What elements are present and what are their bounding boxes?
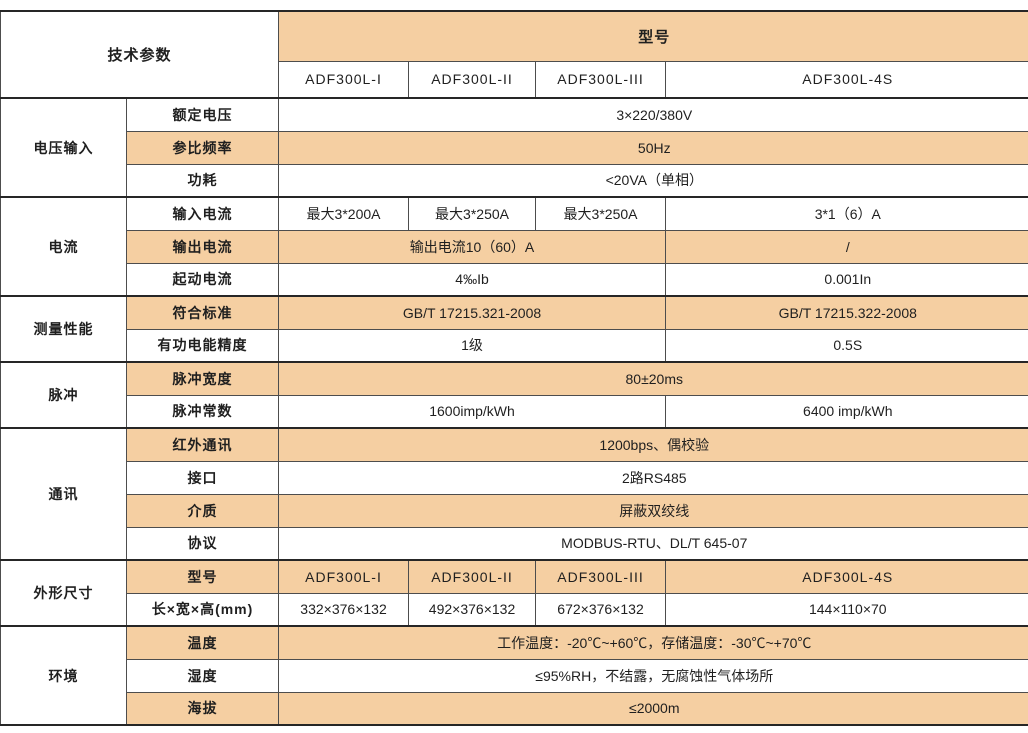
value-cell: ADF300L-III — [535, 559, 667, 594]
group-label: 电压输入 — [0, 97, 127, 198]
value-cell: MODBUS-RTU、DL/T 645-07 — [278, 526, 1028, 561]
value-cell: GB/T 17215.322-2008 — [665, 295, 1028, 330]
param-label: 符合标准 — [125, 295, 280, 330]
value-cell: 6400 imp/kWh — [665, 394, 1028, 429]
param-label: 输入电流 — [125, 196, 280, 231]
param-label: 起动电流 — [125, 262, 280, 297]
param-label: 湿度 — [125, 658, 280, 693]
param-label: 额定电压 — [125, 97, 280, 132]
value-cell: 0.001In — [665, 262, 1028, 297]
group-label: 脉冲 — [0, 361, 127, 429]
value-cell: 2路RS485 — [278, 460, 1028, 495]
group-label: 环境 — [0, 625, 127, 726]
param-label: 脉冲常数 — [125, 394, 280, 429]
value-cell: 3×220/380V — [278, 97, 1028, 132]
value-cell: 492×376×132 — [408, 592, 537, 627]
value-cell: 80±20ms — [278, 361, 1028, 396]
param-label: 接口 — [125, 460, 280, 495]
group-label: 外形尺寸 — [0, 559, 127, 627]
value-cell: ≤95%RH，不结露，无腐蚀性气体场所 — [278, 658, 1028, 693]
model-header: 型号 — [278, 10, 1028, 62]
group-label: 电流 — [0, 196, 127, 297]
value-cell: 332×376×132 — [278, 592, 410, 627]
value-cell: ADF300L-II — [408, 559, 537, 594]
param-label: 协议 — [125, 526, 280, 561]
value-cell: 0.5S — [665, 328, 1028, 363]
group-label: 测量性能 — [0, 295, 127, 363]
param-label: 海拔 — [125, 691, 280, 726]
model-name-cell: ADF300L-III — [535, 60, 667, 99]
spec-table: 技术参数 型号 ADF300L-I ADF300L-II ADF300L-III… — [0, 10, 1028, 726]
param-label: 功耗 — [125, 163, 280, 198]
param-label: 红外通讯 — [125, 427, 280, 462]
value-cell: 4‰Ib — [278, 262, 667, 297]
value-cell: 最大3*200A — [278, 196, 410, 231]
value-cell: GB/T 17215.321-2008 — [278, 295, 667, 330]
value-cell: ≤2000m — [278, 691, 1028, 726]
model-name-cell: ADF300L-II — [408, 60, 537, 99]
value-cell: 3*1（6）A — [665, 196, 1028, 231]
value-cell: 屏蔽双绞线 — [278, 493, 1028, 528]
value-cell: 672×376×132 — [535, 592, 667, 627]
param-label: 型号 — [125, 559, 280, 594]
param-label: 温度 — [125, 625, 280, 660]
tech-params-header: 技术参数 — [0, 10, 280, 99]
group-label: 通讯 — [0, 427, 127, 561]
param-label: 输出电流 — [125, 229, 280, 264]
value-cell: 最大3*250A — [408, 196, 537, 231]
param-label: 脉冲宽度 — [125, 361, 280, 396]
value-cell: 最大3*250A — [535, 196, 667, 231]
value-cell: / — [665, 229, 1028, 264]
value-cell: 输出电流10（60）A — [278, 229, 667, 264]
param-label: 参比频率 — [125, 130, 280, 165]
value-cell: ADF300L-I — [278, 559, 410, 594]
value-cell: 工作温度：-20℃~+60℃，存储温度：-30℃~+70℃ — [278, 625, 1028, 660]
value-cell: 1600imp/kWh — [278, 394, 667, 429]
value-cell: <20VA（单相） — [278, 163, 1028, 198]
param-label: 有功电能精度 — [125, 328, 280, 363]
value-cell: 144×110×70 — [665, 592, 1028, 627]
value-cell: 1级 — [278, 328, 667, 363]
value-cell: 1200bps、偶校验 — [278, 427, 1028, 462]
model-name-cell: ADF300L-4S — [665, 60, 1028, 99]
param-label: 长×宽×高(mm) — [125, 592, 280, 627]
model-name-cell: ADF300L-I — [278, 60, 410, 99]
value-cell: ADF300L-4S — [665, 559, 1028, 594]
param-label: 介质 — [125, 493, 280, 528]
value-cell: 50Hz — [278, 130, 1028, 165]
